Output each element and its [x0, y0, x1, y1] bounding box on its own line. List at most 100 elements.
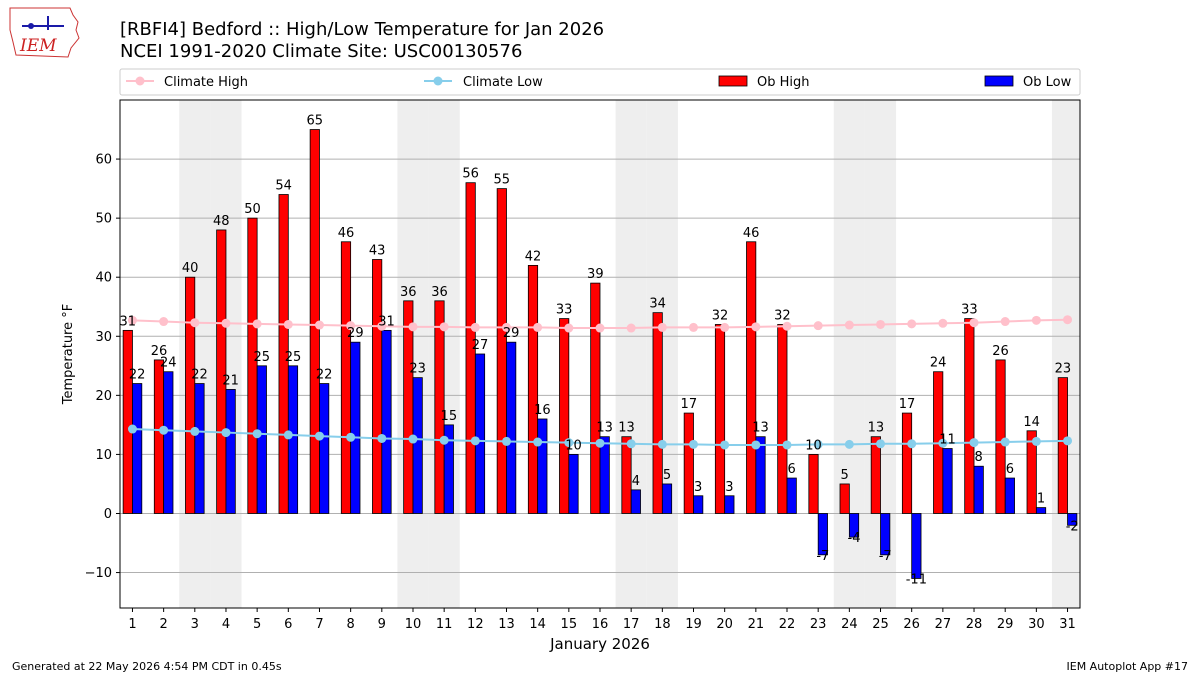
point-climate-low-9 — [377, 433, 387, 443]
label-high-31: 23 — [1055, 362, 1072, 377]
x-tick-label-11: 11 — [436, 617, 453, 632]
point-climate-high-22 — [782, 321, 792, 331]
y-tick-label--10: −10 — [85, 566, 112, 581]
label-low-20: 3 — [725, 480, 733, 495]
label-low-2: 24 — [160, 356, 177, 371]
bar-high-14 — [527, 264, 539, 514]
point-climate-low-28 — [969, 438, 979, 448]
label-high-29: 26 — [992, 344, 1009, 359]
label-high-20: 32 — [712, 308, 729, 323]
point-climate-low-26 — [907, 439, 917, 449]
label-low-25: -7 — [879, 549, 892, 564]
point-climate-low-30 — [1031, 436, 1041, 446]
label-high-11: 36 — [431, 285, 448, 300]
label-low-26: -11 — [906, 572, 927, 587]
label-high-19: 17 — [681, 397, 698, 412]
label-low-3: 22 — [191, 368, 208, 383]
y-tick-label-50: 50 — [95, 212, 112, 227]
bar-low-29 — [1004, 477, 1015, 514]
y-tick-label-0: 0 — [104, 507, 112, 522]
x-tick-label-19: 19 — [685, 617, 702, 632]
label-high-7: 65 — [307, 114, 324, 129]
chart-title: [RBFI4] Bedford :: High/Low Temperature … — [120, 19, 604, 40]
bar-high-10 — [403, 300, 414, 514]
legend-swatch-ob-low — [984, 75, 1014, 87]
point-climate-high-27 — [938, 318, 948, 328]
label-low-1: 22 — [129, 368, 146, 383]
label-low-31: -2 — [1066, 519, 1079, 534]
point-climate-high-14 — [533, 322, 543, 332]
label-low-4: 21 — [222, 373, 239, 388]
label-low-14: 16 — [534, 403, 551, 418]
legend-label-climate-low: Climate Low — [463, 75, 543, 90]
chart-subtitle: NCEI 1991-2020 Climate Site: USC00130576 — [120, 41, 522, 62]
label-high-24: 5 — [841, 468, 849, 483]
point-climate-low-6 — [283, 430, 293, 440]
label-low-30: 1 — [1037, 492, 1045, 507]
label-high-15: 33 — [556, 303, 573, 318]
x-tick-label-24: 24 — [841, 617, 858, 632]
point-climate-low-8 — [346, 432, 356, 442]
bar-high-5 — [247, 217, 258, 514]
x-tick-label-4: 4 — [222, 617, 230, 632]
x-axis-label: January 2026 — [549, 635, 650, 653]
bar-high-1 — [122, 329, 133, 514]
label-high-22: 32 — [774, 308, 791, 323]
x-tick-label-22: 22 — [779, 617, 796, 632]
logo-dot — [28, 23, 34, 29]
bar-low-31 — [1067, 513, 1078, 526]
bar-low-24 — [848, 513, 860, 538]
point-climate-low-15 — [564, 438, 574, 448]
x-tick-label-13: 13 — [498, 617, 515, 632]
legend-label-climate-high: Climate High — [164, 75, 248, 90]
weekend-shade-17 — [615, 100, 647, 608]
x-tick-label-25: 25 — [872, 617, 889, 632]
label-high-30: 14 — [1023, 415, 1040, 430]
legend-label-ob-high: Ob High — [757, 75, 810, 90]
label-low-15: 10 — [565, 438, 582, 453]
bar-high-16 — [590, 282, 601, 514]
bar-low-10 — [412, 377, 423, 514]
point-climate-low-10 — [408, 434, 418, 444]
bar-high-28 — [964, 318, 975, 514]
bar-low-14 — [537, 418, 548, 514]
x-tick-label-6: 6 — [284, 617, 292, 632]
point-climate-high-5 — [252, 319, 262, 329]
label-low-16: 13 — [596, 421, 613, 436]
legend-marker-climate-high — [135, 76, 145, 86]
bar-low-26 — [911, 513, 922, 579]
point-climate-low-14 — [533, 437, 543, 447]
point-climate-high-24 — [844, 320, 854, 330]
bar-low-19 — [693, 495, 704, 514]
bar-low-15 — [568, 454, 579, 514]
label-low-28: 8 — [975, 450, 983, 465]
logo-text: IEM — [19, 36, 57, 56]
label-low-5: 25 — [254, 350, 271, 365]
point-climate-high-31 — [1063, 315, 1073, 325]
label-low-6: 25 — [285, 350, 302, 365]
point-climate-high-21 — [751, 322, 761, 332]
point-climate-high-7 — [314, 320, 324, 330]
bar-high-4 — [216, 229, 227, 514]
bar-high-13 — [496, 188, 507, 514]
x-tick-label-2: 2 — [159, 617, 167, 632]
point-climate-high-23 — [813, 321, 823, 331]
bar-low-7 — [319, 383, 330, 514]
label-low-24: -4 — [848, 531, 861, 546]
label-high-3: 40 — [182, 261, 199, 276]
x-tick-label-27: 27 — [935, 617, 952, 632]
bar-low-21 — [755, 436, 766, 514]
label-high-25: 13 — [868, 421, 885, 436]
x-tick-label-21: 21 — [748, 617, 765, 632]
x-tick-label-23: 23 — [810, 617, 827, 632]
point-climate-low-27 — [938, 438, 948, 448]
bar-low-13 — [506, 341, 517, 514]
bar-high-29 — [995, 359, 1006, 514]
bar-high-25 — [870, 436, 881, 514]
x-tick-label-31: 31 — [1059, 617, 1076, 632]
bar-high-12 — [465, 182, 476, 514]
label-high-5: 50 — [244, 202, 261, 217]
x-tick-label-15: 15 — [561, 617, 578, 632]
